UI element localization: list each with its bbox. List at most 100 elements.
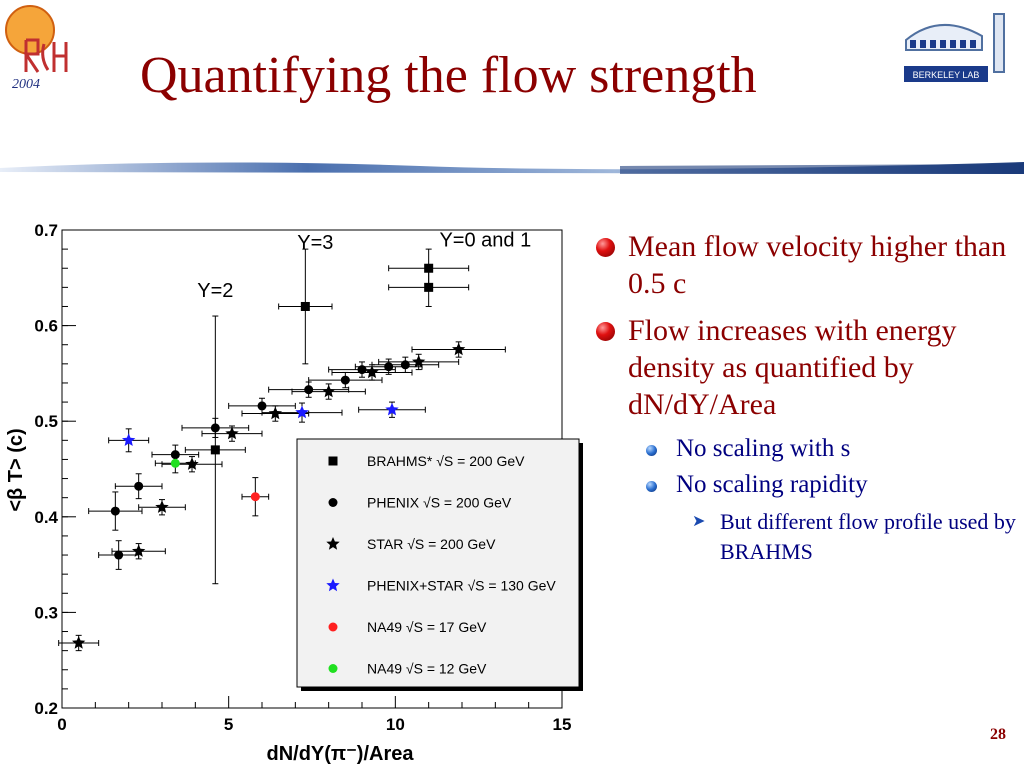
data-marker xyxy=(385,402,399,416)
logo-letters-icon xyxy=(23,38,68,73)
data-marker xyxy=(424,282,434,292)
data-marker xyxy=(257,401,267,411)
data-point xyxy=(328,361,396,378)
data-marker xyxy=(295,405,309,419)
legend-marker xyxy=(326,578,340,592)
berkeley-lab-logo: BERKELEY LAB xyxy=(904,13,1005,82)
data-point xyxy=(241,477,270,517)
data-marker xyxy=(412,354,426,368)
data-point xyxy=(228,397,296,415)
x-tick-label: 10 xyxy=(386,715,405,734)
data-point xyxy=(241,405,310,422)
logo-sun-icon xyxy=(5,5,55,55)
data-point xyxy=(378,353,460,371)
data-point xyxy=(331,364,413,381)
data-point xyxy=(98,540,140,570)
data-point xyxy=(268,381,350,398)
data-point xyxy=(154,453,196,474)
data-point xyxy=(58,634,100,652)
sub-bullet-item: No scaling with s xyxy=(596,433,1016,465)
data-point xyxy=(371,356,440,373)
chart-annotation: Y=3 xyxy=(297,232,333,254)
data-marker xyxy=(225,426,239,440)
legend-marker xyxy=(328,664,338,673)
y-tick-label: 0.6 xyxy=(34,317,58,336)
legend-entry: NA49 √S = 12 GeV xyxy=(367,661,487,677)
data-marker xyxy=(340,375,350,385)
sub-sub-bullet-item: ➤ But different flow profile used by BRAH… xyxy=(596,507,1016,567)
y-tick-label: 0.5 xyxy=(34,412,58,431)
data-marker xyxy=(210,445,220,455)
data-marker xyxy=(452,342,466,356)
y-tick-label: 0.7 xyxy=(34,221,58,240)
data-marker xyxy=(122,433,136,446)
data-point xyxy=(181,417,250,438)
bullet-text: Flow increases with energy density as qu… xyxy=(628,314,957,421)
data-marker xyxy=(155,500,169,513)
x-tick-label: 15 xyxy=(553,715,572,734)
data-point xyxy=(184,315,246,585)
data-marker xyxy=(110,506,120,516)
data-marker xyxy=(365,365,379,379)
data-marker xyxy=(170,458,180,468)
data-point xyxy=(411,341,506,358)
x-tick-label: 5 xyxy=(224,715,233,734)
data-marker xyxy=(134,481,144,491)
data-marker xyxy=(132,544,146,557)
page-title: Quantifying the flow strength xyxy=(140,47,757,104)
data-marker xyxy=(210,423,220,433)
data-point xyxy=(138,499,186,516)
data-point xyxy=(388,267,470,307)
conference-logo: 2004 xyxy=(5,5,68,92)
legend-entry: STAR √S = 200 GeV xyxy=(367,536,496,552)
data-marker xyxy=(322,384,336,398)
page-number: 28 xyxy=(990,726,1006,743)
data-point xyxy=(88,491,143,531)
legend-entry: PHENIX+STAR √S = 130 GeV xyxy=(367,578,556,594)
legend-marker xyxy=(326,537,340,550)
data-marker xyxy=(384,362,394,372)
sub-bullet-text: No scaling with s xyxy=(676,435,851,462)
flow-chart: 0 5 10 15 0.2 0.3 0.4 0.5 0.6 0.7 dN/dY(π⁻)/Area <β… xyxy=(5,221,583,765)
data-marker xyxy=(357,365,367,375)
sub-bullet-text: No scaling rapidity xyxy=(676,471,868,498)
data-marker xyxy=(400,360,410,370)
y-tick-label: 0.3 xyxy=(34,603,58,622)
legend-box xyxy=(296,438,580,688)
data-marker xyxy=(72,636,86,649)
sub-bullet-item: No scaling rapidity xyxy=(596,469,1016,501)
bullet-list: Mean flow velocity higher than 0.5 c Flo… xyxy=(596,228,1016,567)
legend-marker xyxy=(328,456,338,466)
chart-annotation: Y=0 and 1 xyxy=(439,229,531,251)
y-axis-label: <β T> (c) xyxy=(5,428,27,511)
sub-bullet-icon xyxy=(646,445,657,456)
data-point xyxy=(111,543,166,560)
logo-year: 2004 xyxy=(12,77,40,92)
bullet-item: Flow increases with energy density as qu… xyxy=(596,312,1016,423)
legend-entry: NA49 √S = 17 GeV xyxy=(367,619,487,635)
data-point xyxy=(278,248,333,365)
bullet-item: Mean flow velocity higher than 0.5 c xyxy=(596,228,1016,302)
data-point xyxy=(108,428,150,453)
sub-sub-bullet-text: But different flow profile used by BRAHM… xyxy=(720,509,1016,564)
data-point xyxy=(358,401,426,418)
data-point xyxy=(291,383,366,400)
legend-marker xyxy=(328,498,338,507)
logo-banner xyxy=(904,66,988,82)
data-marker xyxy=(250,492,260,502)
legend-entry: BRAHMS* √S = 200 GeV xyxy=(367,453,525,469)
arrow-bullet-icon: ➤ xyxy=(692,513,706,530)
y-tick-label: 0.4 xyxy=(34,508,58,527)
sub-bullet-icon xyxy=(646,481,657,492)
data-marker xyxy=(300,301,310,311)
bullet-icon xyxy=(596,238,615,257)
legend-marker xyxy=(328,622,338,632)
data-point xyxy=(114,473,163,500)
bullet-icon xyxy=(596,322,615,341)
logo-windows-icon xyxy=(910,40,976,48)
chart-annotation: Y=2 xyxy=(197,280,233,302)
logo-lab-name: BERKELEY LAB xyxy=(913,70,980,80)
data-point xyxy=(201,425,263,442)
data-marker xyxy=(114,550,124,560)
title-divider-banner xyxy=(0,162,1024,174)
